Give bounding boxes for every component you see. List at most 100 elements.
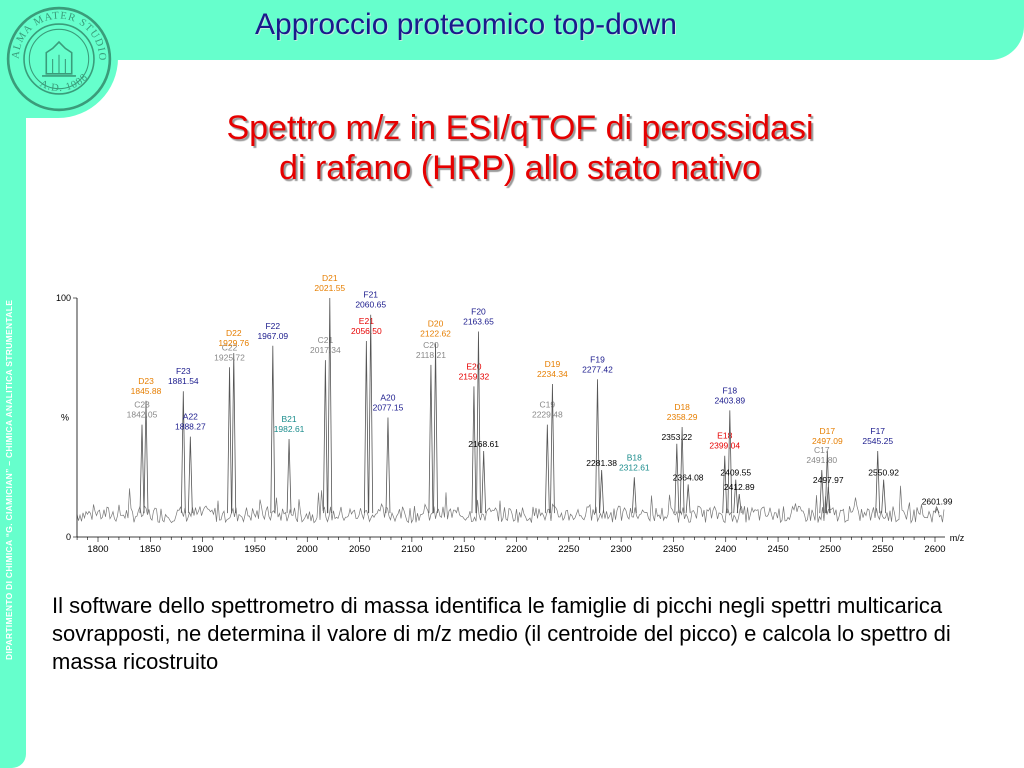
peak-mz-label: 2399.04 <box>709 441 740 451</box>
spectrum-peak <box>674 443 680 514</box>
spectrum-peak <box>736 493 742 514</box>
y-axis-label: % <box>61 413 69 423</box>
peak-ion-label: D22 <box>226 328 242 338</box>
spectrum-peak <box>544 424 550 514</box>
x-tick-label: 1800 <box>87 544 108 555</box>
x-tick-label: 1900 <box>192 544 213 555</box>
peak-mz-label: 2021.55 <box>314 283 345 293</box>
spectrum-peak <box>433 343 438 514</box>
x-tick-label: 2050 <box>349 544 370 555</box>
peak-ion-label: C17 <box>814 445 830 455</box>
peak-mz-label: 2056.50 <box>351 326 382 336</box>
slide-title: Spettro m/z in ESI/qTOF di perossidasi d… <box>150 108 890 188</box>
left-accent-bar <box>0 0 26 768</box>
peak-ion-label: D18 <box>674 402 690 412</box>
spectrum-peak <box>825 486 831 514</box>
peak-mz-label: 2353.22 <box>661 432 692 442</box>
peak-mz-label: 2234.34 <box>537 369 568 379</box>
peak-ion-label: D19 <box>545 359 561 369</box>
peak-mz-label: 1929.76 <box>218 338 249 348</box>
spectrum-peak <box>180 391 186 514</box>
peak-ion-label: B18 <box>627 452 642 462</box>
spectrum-peak <box>385 417 391 514</box>
peak-mz-label: 2122.62 <box>420 328 451 338</box>
peak-ion-label: A22 <box>183 412 198 422</box>
peak-ion-label: C20 <box>423 340 439 350</box>
peak-mz-label: 2364.08 <box>673 472 704 482</box>
peak-mz-label: 2281.38 <box>586 458 617 468</box>
peak-mz-label: 2403.89 <box>714 395 745 405</box>
spectrum-peak <box>679 427 685 514</box>
x-tick-label: 2100 <box>401 544 422 555</box>
peak-ion-label: D23 <box>138 376 154 386</box>
y-tick-label: 0 <box>66 532 71 542</box>
peak-ion-label: F17 <box>870 426 885 436</box>
spectrum-peak <box>685 484 691 514</box>
peak-ion-label: D20 <box>428 318 444 328</box>
peak-ion-label: F19 <box>590 354 605 364</box>
peak-mz-label: 2545.25 <box>862 436 893 446</box>
header-bar <box>0 0 1024 60</box>
spectrum-noise-trace <box>76 485 945 524</box>
spectrum-peak <box>875 450 881 514</box>
x-tick-label: 2000 <box>297 544 318 555</box>
peak-mz-label: 1881.54 <box>168 376 199 386</box>
peak-mz-label: 2497.97 <box>813 475 844 485</box>
peak-mz-label: 2358.29 <box>667 412 698 422</box>
x-tick-label: 2200 <box>506 544 527 555</box>
peak-mz-label: 2409.55 <box>720 468 751 478</box>
peak-mz-label: 2312.61 <box>619 462 650 472</box>
spectrum-peak <box>363 341 369 514</box>
peak-ion-label: F18 <box>722 385 737 395</box>
peak-mz-label: 2550.92 <box>868 468 899 478</box>
x-tick-label: 2600 <box>924 544 945 555</box>
peak-mz-label: 2277.42 <box>582 364 613 374</box>
peak-mz-label: 2118.21 <box>416 350 446 360</box>
peak-ion-label: F23 <box>176 366 191 376</box>
peak-ion-label: D21 <box>322 273 338 283</box>
spectrum-peak <box>727 410 733 514</box>
spectrum-peak <box>368 314 374 514</box>
peak-mz-label: 2163.65 <box>463 316 494 326</box>
peak-mz-label: 1888.27 <box>175 422 206 432</box>
peak-ion-label: C22 <box>222 342 238 352</box>
peak-mz-label: 1967.09 <box>257 331 288 341</box>
peak-mz-label: 1982.61 <box>274 424 305 434</box>
x-tick-label: 1850 <box>140 544 161 555</box>
spectrum-peak <box>722 455 728 514</box>
x-tick-label: 2300 <box>611 544 632 555</box>
spectrum-peak <box>599 470 605 514</box>
spectrum-peak <box>327 297 333 514</box>
x-tick-label: 2350 <box>663 544 684 555</box>
peak-ion-label: C23 <box>134 400 150 410</box>
peak-ion-label: F21 <box>363 290 378 300</box>
spectrum-peak <box>819 470 825 514</box>
spectrum-peak <box>595 379 600 514</box>
spectrum-peak <box>143 400 149 514</box>
peak-ion-label: E18 <box>717 431 732 441</box>
peak-mz-label: 1842.05 <box>127 410 158 420</box>
x-tick-label: 2250 <box>558 544 579 555</box>
spectrum-peak <box>881 479 887 514</box>
x-tick-label: 2550 <box>872 544 893 555</box>
peak-mz-label: 1925.72 <box>214 352 245 362</box>
spectrum-peak <box>231 352 237 514</box>
spectrum-peak <box>733 479 739 514</box>
peak-mz-label: 2412.89 <box>724 482 755 492</box>
body-text: Il software dello spettrometro di massa … <box>52 593 951 674</box>
spectrum-peak <box>270 345 276 514</box>
peak-ion-label: F22 <box>265 321 280 331</box>
spectrum-peak <box>550 384 555 514</box>
peak-mz-label: 2491.80 <box>806 455 837 465</box>
peak-ion-label: E21 <box>359 316 374 326</box>
x-tick-label: 1950 <box>244 544 265 555</box>
y-tick-label: 100 <box>56 293 71 303</box>
peak-ion-label: E20 <box>466 361 481 371</box>
peak-mz-label: 2601.99 <box>922 496 953 506</box>
peak-mz-label: 2229.48 <box>532 410 563 420</box>
peak-mz-label: 1845.88 <box>131 386 162 396</box>
spectrum-peak <box>139 424 145 514</box>
x-tick-label: 2400 <box>715 544 736 555</box>
peak-mz-label: 2077.15 <box>373 403 404 413</box>
